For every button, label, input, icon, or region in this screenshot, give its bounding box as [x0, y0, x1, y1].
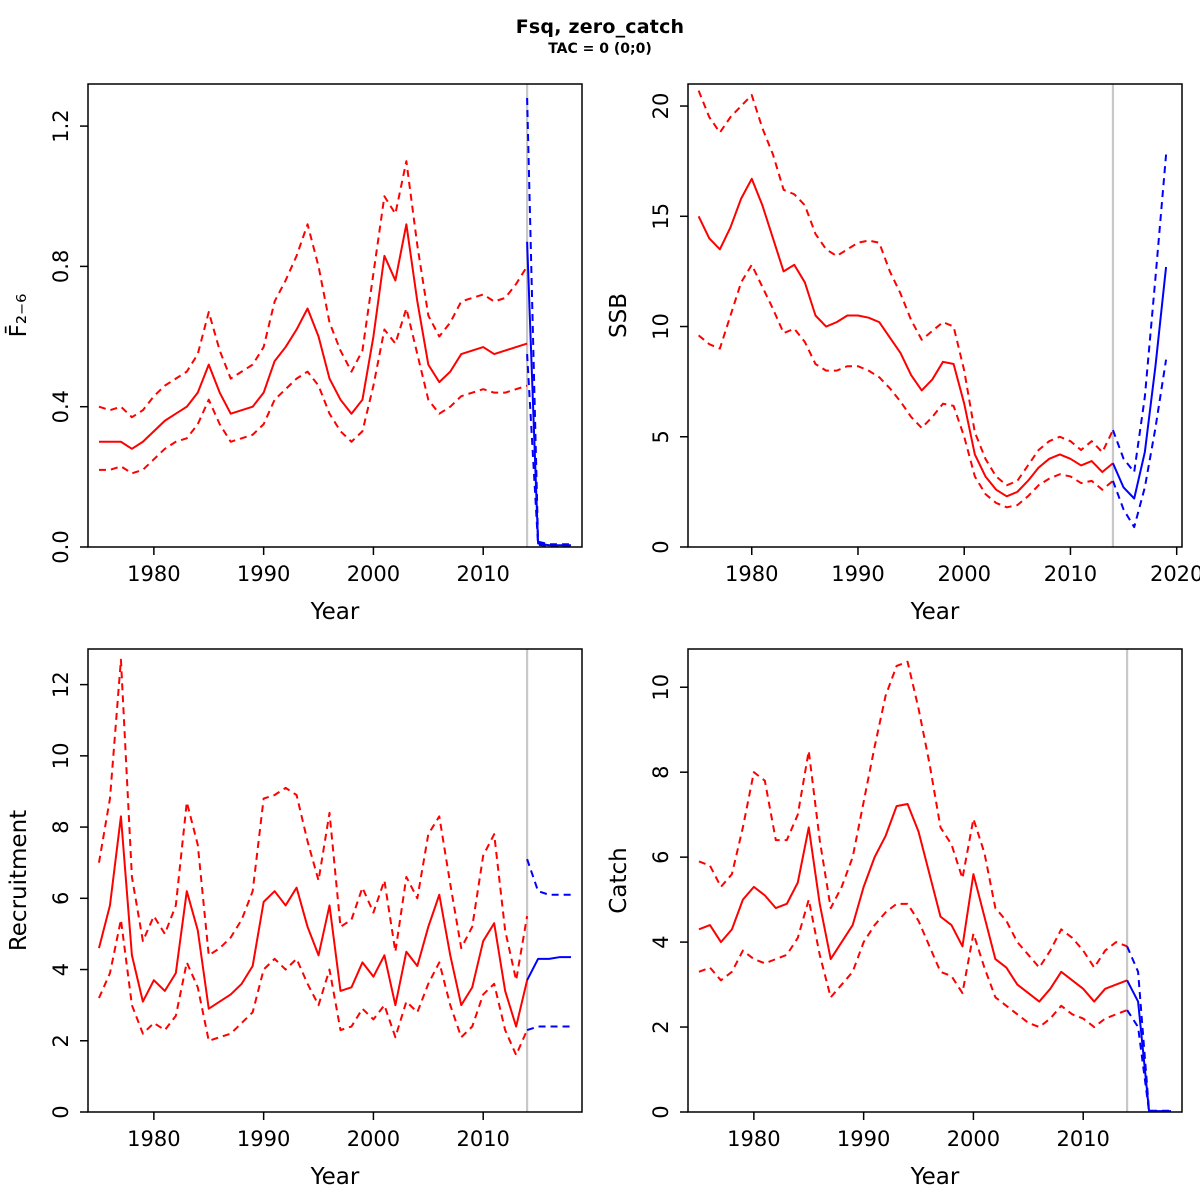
x-tick-label: 2020	[1150, 562, 1200, 586]
x-tick-label: 1980	[127, 1127, 180, 1151]
series-group	[698, 660, 1172, 1112]
x-tick-label: 1980	[727, 1127, 780, 1151]
y-tick-label: 10	[649, 674, 673, 701]
series-history-upper-ci-line	[697, 90, 1114, 487]
x-tick-label: 2010	[456, 1127, 509, 1151]
series-forecast-lower-ci-line	[1126, 1009, 1172, 1112]
x-axis-label: Year	[910, 599, 960, 625]
y-tick-label: 20	[649, 93, 673, 120]
chart-ssb-svg: 1980 1990 2000 2010 2020 0 5 10 15 20 Year SSB	[606, 83, 1200, 625]
x-tick-label: 1990	[237, 1127, 290, 1151]
chart-recruitment-svg: 1980 1990 2000 2010 0 2 4 6 8 10 12 Year Recruitment	[6, 648, 583, 1190]
series-forecast-median-line	[1112, 266, 1168, 500]
series-forecast-upper-ci-line	[1112, 154, 1168, 474]
y-tick-label: 12	[49, 671, 73, 698]
panel-grid: 1980 1990 2000 2010 0.0 0.4 0.8 1.2 Year F̄₂₋₆ 19…	[0, 70, 1200, 1200]
series-group	[697, 90, 1168, 529]
y-axis-label: Catch	[606, 847, 632, 913]
y-axis-label: F̄₂₋₆	[4, 294, 32, 338]
y-tick-label: 0.8	[49, 250, 73, 283]
series-history-lower-ci-line	[698, 898, 1128, 1029]
y-tick-label: 0	[649, 540, 673, 553]
x-tick-label: 2000	[347, 1127, 400, 1151]
x-tick-label: 2010	[456, 562, 509, 586]
series-forecast-lower-ci-line	[526, 1025, 572, 1032]
y-tick-label: 6	[649, 850, 673, 863]
series-history-lower-ci-line	[697, 263, 1114, 509]
x-tick-label: 1980	[127, 562, 180, 586]
panel-fbar: 1980 1990 2000 2010 0.0 0.4 0.8 1.2 Year F̄₂₋₆	[0, 70, 600, 635]
series-history-median-line	[98, 815, 529, 1028]
figure-title: Fsq, zero_catch	[515, 16, 685, 38]
x-tick-label: 2010	[1044, 562, 1097, 586]
x-axis-label: Year	[910, 1164, 960, 1190]
y-axis-label: Recruitment	[6, 810, 32, 951]
y-tick-label: 10	[49, 742, 73, 769]
series-history-lower-ci-line	[98, 918, 529, 1057]
x-tick-label: 1990	[237, 562, 290, 586]
y-tick-label: 5	[649, 430, 673, 443]
chart-fbar-svg: 1980 1990 2000 2010 0.0 0.4 0.8 1.2 Year F̄₂₋₆	[4, 83, 583, 625]
y-tick-label: 8	[49, 820, 73, 833]
y-tick-label: 0	[49, 1105, 73, 1118]
x-axis-label: Year	[310, 1164, 360, 1190]
series-history-upper-ci-line	[98, 160, 528, 419]
series-history-upper-ci-line	[698, 660, 1128, 969]
y-tick-label: 0	[649, 1105, 673, 1118]
y-tick-label: 2	[49, 1034, 73, 1047]
series-forecast-lower-ci-line	[526, 354, 572, 547]
series-forecast-median-line	[526, 956, 572, 981]
series-history-median-line	[698, 803, 1128, 1003]
x-tick-label: 2000	[937, 562, 990, 586]
plot-frame	[87, 648, 583, 1113]
chart-catch-svg: 1980 1990 2000 2010 0 2 4 6 8 10 Year Catch	[606, 648, 1183, 1190]
series-forecast-upper-ci-line	[526, 98, 572, 546]
series-forecast-median-line	[526, 241, 572, 547]
y-tick-label: 1.2	[49, 109, 73, 142]
figure-subtitle: TAC = 0 (0;0)	[548, 41, 652, 57]
x-tick-label: 1990	[831, 562, 884, 586]
series-history-upper-ci-line	[97, 658, 529, 982]
panel-recruitment: 1980 1990 2000 2010 0 2 4 6 8 10 12 Year Recruitment	[0, 635, 600, 1200]
y-tick-label: 6	[49, 892, 73, 905]
series-forecast-upper-ci-line	[1126, 945, 1172, 1112]
x-tick-label: 2000	[947, 1127, 1000, 1151]
y-tick-label: 4	[49, 963, 73, 976]
y-tick-label: 4	[649, 935, 673, 948]
y-tick-label: 0.4	[49, 390, 73, 423]
series-forecast-median-line	[1126, 979, 1172, 1112]
x-tick-label: 2000	[347, 562, 400, 586]
series-history-lower-ci-line	[98, 307, 528, 475]
x-tick-label: 1990	[837, 1127, 890, 1151]
series-history-median-line	[697, 177, 1114, 498]
series-history-median-line	[98, 223, 528, 450]
series-forecast-lower-ci-line	[1112, 359, 1168, 529]
plot-frame	[687, 648, 1183, 1113]
panel-catch: 1980 1990 2000 2010 0 2 4 6 8 10 Year Catch	[600, 635, 1200, 1200]
x-tick-label: 2010	[1056, 1127, 1109, 1151]
series-group	[97, 658, 572, 1057]
figure-header: Fsq, zero_catch TAC = 0 (0;0)	[0, 0, 1200, 70]
x-axis-label: Year	[310, 599, 360, 625]
y-tick-label: 10	[649, 313, 673, 340]
y-tick-label: 0.0	[49, 530, 73, 563]
y-tick-label: 15	[649, 203, 673, 230]
series-group	[98, 98, 572, 547]
panel-ssb: 1980 1990 2000 2010 2020 0 5 10 15 20 Year SSB	[600, 70, 1200, 635]
plot-frame	[687, 83, 1183, 548]
y-axis-label: SSB	[606, 293, 632, 338]
series-forecast-upper-ci-line	[526, 858, 572, 896]
y-tick-label: 8	[649, 765, 673, 778]
y-tick-label: 2	[649, 1020, 673, 1033]
x-tick-label: 1980	[725, 562, 778, 586]
plot-frame	[87, 83, 583, 548]
